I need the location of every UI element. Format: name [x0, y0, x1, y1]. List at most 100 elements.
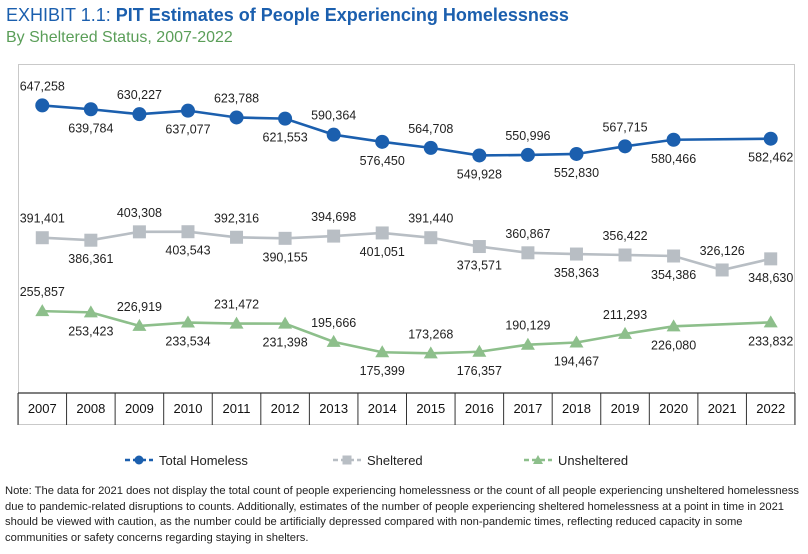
data-label: 403,543	[165, 244, 210, 258]
legend-label: Unsheltered	[558, 453, 628, 468]
data-label: 231,398	[263, 336, 308, 350]
data-label: 590,364	[311, 109, 356, 123]
data-point	[618, 139, 633, 154]
data-label: 173,268	[408, 327, 453, 341]
legend-marker	[342, 455, 352, 465]
data-label: 194,467	[554, 354, 599, 368]
data-point	[763, 315, 778, 328]
series-total-homeless: 647,258 639,784 630,227 637,077 623,788 621,5…	[20, 79, 794, 181]
x-tick-label: 2009	[125, 401, 154, 416]
data-point	[327, 229, 341, 243]
data-point	[180, 103, 195, 118]
data-point	[618, 248, 632, 262]
data-point	[520, 337, 535, 350]
x-tick-label: 2010	[174, 401, 203, 416]
legend-item: Sheltered	[333, 453, 423, 468]
x-tick-label: 2021	[708, 401, 737, 416]
data-label: 576,450	[360, 154, 405, 168]
data-label: 550,996	[505, 129, 550, 143]
data-label: 226,919	[117, 300, 162, 314]
legend-marker	[533, 455, 543, 464]
series-line	[42, 230, 772, 272]
data-label: 211,293	[603, 308, 647, 322]
data-point	[278, 231, 292, 245]
x-tick-label: 2020	[659, 401, 688, 416]
data-label: 637,077	[165, 123, 210, 137]
data-label: 394,698	[311, 210, 356, 224]
data-point	[83, 102, 98, 117]
data-label: 403,308	[117, 206, 162, 220]
legend-label: Total Homeless	[159, 453, 248, 468]
data-point	[375, 226, 389, 240]
data-point	[569, 146, 584, 161]
data-point	[181, 225, 195, 239]
data-point	[472, 148, 487, 163]
chart-title-text: PIT Estimates of People Experiencing Hom…	[115, 5, 569, 25]
x-tick-label: 2015	[416, 401, 445, 416]
x-tick-label: 2012	[271, 401, 300, 416]
data-label: 580,466	[651, 152, 696, 166]
data-label: 647,258	[20, 79, 65, 93]
data-point	[278, 316, 293, 329]
data-point	[520, 147, 535, 162]
data-label: 567,715	[602, 120, 647, 134]
data-point	[618, 326, 633, 339]
x-tick-label: 2016	[465, 401, 494, 416]
data-label: 391,401	[20, 212, 65, 226]
data-point	[569, 335, 584, 348]
chart-subtitle: By Sheltered Status, 2007-2022	[6, 29, 233, 46]
data-label: 564,708	[408, 122, 453, 136]
legend-item: Unsheltered	[524, 453, 628, 468]
x-tick-label: 2014	[368, 401, 397, 416]
x-tick-label: 2022	[756, 401, 785, 416]
data-point	[326, 334, 341, 347]
data-point	[423, 140, 438, 155]
data-label: 176,357	[457, 364, 502, 378]
x-tick-label: 2017	[513, 401, 542, 416]
data-label: 226,080	[651, 338, 696, 352]
data-point	[424, 231, 438, 245]
data-label: 373,571	[457, 259, 502, 273]
data-label: 255,857	[20, 285, 65, 299]
line-chart: 647,258 639,784 630,227 637,077 623,788 621,5…	[17, 79, 796, 468]
data-point	[230, 230, 244, 244]
data-point	[180, 315, 195, 328]
data-label: 549,928	[457, 167, 502, 181]
data-label: 360,867	[505, 227, 550, 241]
data-label: 401,051	[360, 245, 405, 259]
data-point	[375, 134, 390, 149]
x-tick-label: 2019	[611, 401, 640, 416]
data-point	[278, 111, 293, 126]
data-label: 386,361	[68, 252, 113, 266]
data-point	[83, 305, 98, 318]
data-point	[132, 107, 147, 122]
data-label: 233,534	[165, 335, 210, 349]
data-label: 195,666	[311, 316, 356, 330]
x-tick-label: 2011	[223, 401, 251, 416]
data-point	[35, 304, 50, 317]
data-point	[763, 131, 778, 146]
series-sheltered: 391,401 386,361 403,308 403,543 392,316 390,1…	[20, 206, 794, 285]
data-point	[764, 252, 778, 266]
data-label: 623,788	[214, 91, 259, 105]
data-point	[472, 240, 486, 254]
data-label: 621,553	[263, 131, 308, 145]
x-tick-label: 2013	[319, 401, 348, 416]
data-point	[35, 231, 49, 245]
data-label: 233,832	[748, 334, 793, 348]
data-point	[375, 345, 390, 358]
data-label: 390,155	[263, 250, 308, 264]
data-point	[326, 127, 341, 142]
data-label: 354,386	[651, 268, 696, 282]
x-tick-label: 2018	[562, 401, 591, 416]
data-label: 348,630	[748, 271, 793, 285]
legend-item: Total Homeless	[125, 453, 248, 468]
data-point	[667, 249, 681, 263]
data-label: 392,316	[214, 211, 259, 225]
data-point	[229, 110, 244, 125]
data-label: 190,129	[505, 319, 550, 333]
chart-note: Note: The data for 2021 does not display…	[5, 485, 800, 544]
data-label: 175,399	[360, 364, 405, 378]
exhibit-label: EXHIBIT 1.1:	[6, 5, 111, 25]
data-point	[84, 233, 98, 247]
